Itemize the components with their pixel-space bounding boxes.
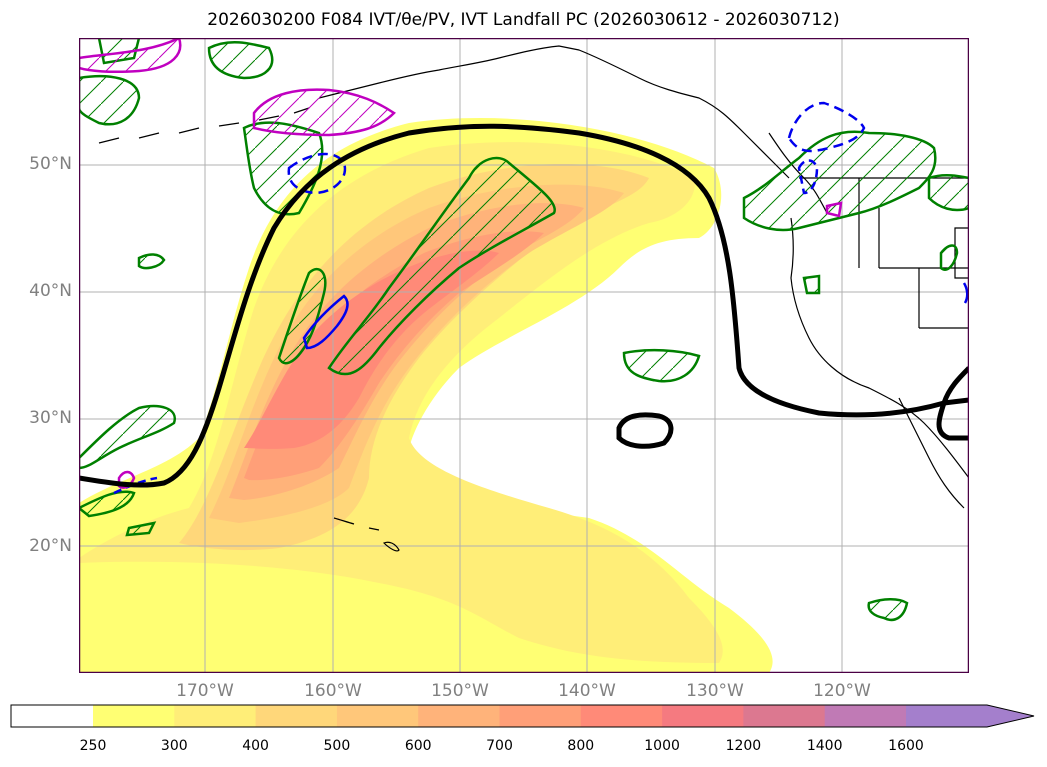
- colorbar-label-700: 700: [486, 738, 513, 754]
- colorbar-outline: [10, 704, 1035, 728]
- colorbar-label-1400: 1400: [806, 738, 843, 754]
- lat-label-50n: 50°N: [29, 154, 72, 174]
- colorbar-label-250: 250: [79, 738, 107, 754]
- lon-label-160w: 160°W: [304, 681, 362, 701]
- colorbar-bin-1600: [906, 705, 988, 727]
- colorbar-label-400: 400: [242, 738, 269, 754]
- colorbar-bin-300: [174, 705, 257, 727]
- pv-positive-contours: [79, 38, 843, 489]
- ivt-shading: [79, 118, 773, 673]
- colorbar-label-300: 300: [160, 738, 188, 754]
- colorbar-label-1200: 1200: [725, 738, 762, 754]
- map-panel: [79, 38, 969, 673]
- lon-label-150w: 150°W: [431, 681, 489, 701]
- colorbar-bin-1400: [824, 705, 907, 727]
- lon-label-130w: 130°W: [686, 681, 744, 701]
- colorbar-bin-250: [93, 705, 175, 727]
- colorbar-bin-below: [11, 705, 93, 727]
- colorbar: [10, 704, 1035, 728]
- lon-label-140w: 140°W: [558, 681, 616, 701]
- state-borders: [858, 178, 969, 329]
- lat-label-20n: 20°N: [29, 536, 72, 556]
- hawaii: [333, 517, 400, 552]
- colorbar-extend-arrow: [987, 705, 1034, 727]
- colorbar-bin-700: [499, 705, 582, 727]
- pv-negative-contours: [113, 101, 969, 495]
- colorbar-bin-800: [580, 705, 663, 727]
- map-frame: [79, 38, 969, 673]
- aleutians: [98, 107, 310, 144]
- us-west-coast: [790, 217, 969, 479]
- lon-label-120w: 120°W: [813, 681, 871, 701]
- colorbar-bin-600: [418, 705, 500, 727]
- colorbar-label-1600: 1600: [888, 738, 924, 754]
- colorbar-label-800: 800: [567, 738, 595, 754]
- theta-e-contours: [79, 38, 969, 622]
- colorbar-bin-500: [336, 705, 419, 727]
- lat-label-40n: 40°N: [29, 281, 72, 301]
- colorbar-bin-400: [255, 705, 338, 727]
- landfall-contour: [79, 123, 969, 488]
- lat-label-30n: 30°N: [29, 408, 72, 428]
- colorbar-bin-1200: [743, 705, 826, 727]
- colorbar-label-1000: 1000: [644, 738, 680, 754]
- colorbar-label-600: 600: [404, 738, 432, 754]
- lon-label-170w: 170°W: [176, 681, 234, 701]
- baja: [898, 397, 965, 509]
- colorbar-label-500: 500: [323, 738, 351, 754]
- map-title: 2026030200 F084 IVT/θe/PV, IVT Landfall …: [207, 10, 840, 30]
- colorbar-bin-1000: [662, 705, 744, 727]
- alaska-coast: [318, 45, 790, 179]
